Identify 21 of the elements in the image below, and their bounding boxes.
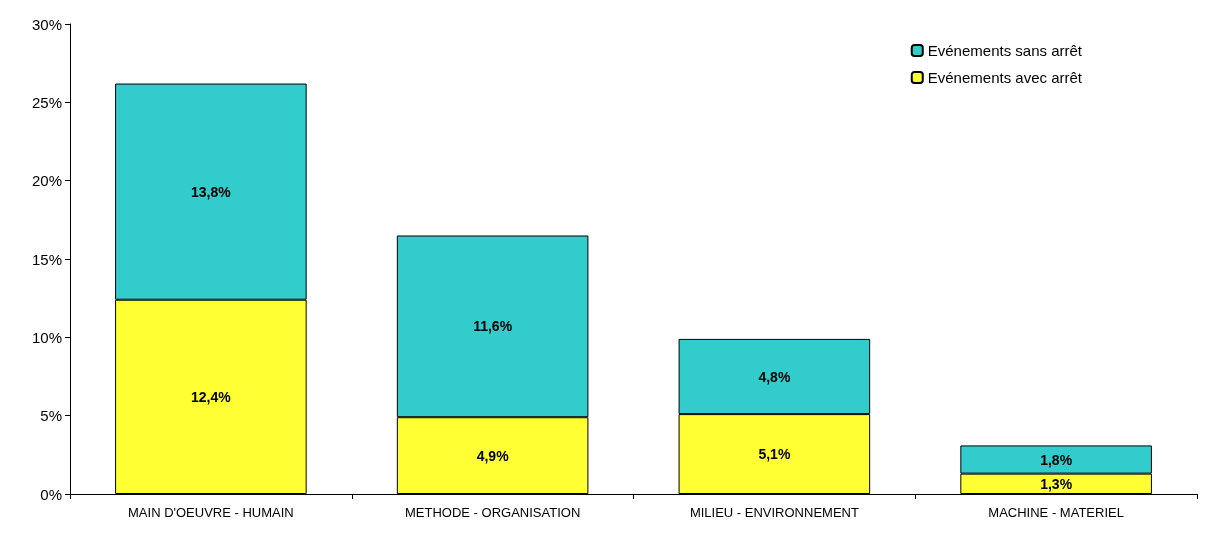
y-tick-label: 25%: [31, 93, 62, 111]
x-tick-label: METHODE - ORGANISATION: [404, 505, 581, 520]
y-tick-label: 30%: [31, 15, 62, 33]
legend-label: Evénements avec arrêt: [927, 69, 1083, 86]
data-label: 12,4%: [191, 388, 232, 405]
legend-label: Evénements sans arrêt: [927, 42, 1083, 59]
data-label: 5,1%: [758, 446, 791, 463]
data-label: 13,8%: [191, 183, 232, 200]
x-tick-label: MILIEU - ENVIRONNEMENT: [689, 505, 859, 520]
data-label: 4,9%: [476, 447, 510, 464]
data-label: 11,6%: [473, 318, 513, 335]
x-tick-label: MAIN D'OEUVRE - HUMAIN: [128, 505, 294, 520]
data-label: 1,8%: [1040, 451, 1073, 468]
x-tick-label: MACHINE - MATERIEL: [988, 505, 1124, 520]
y-tick-label: 5%: [40, 407, 62, 425]
y-tick-label: 10%: [31, 328, 62, 346]
y-tick-label: 0%: [40, 485, 62, 503]
y-tick-label: 20%: [31, 172, 62, 190]
data-label: 4,8%: [758, 368, 791, 385]
y-tick-label: 15%: [31, 250, 62, 268]
data-label: 1,3%: [1040, 475, 1073, 492]
